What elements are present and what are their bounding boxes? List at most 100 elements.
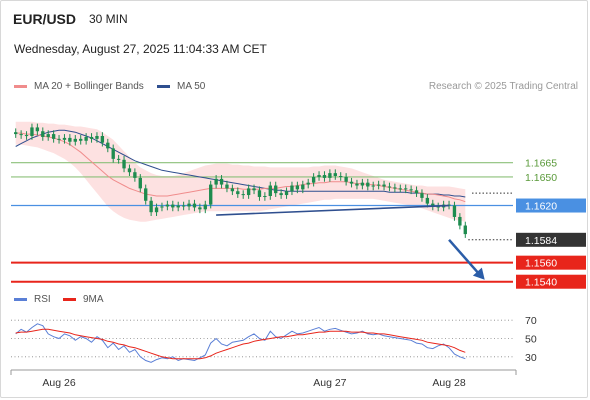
candle-body [14, 132, 18, 135]
candle-body [106, 142, 110, 149]
legend-ma20: MA 20 + Bollinger Bands [14, 81, 144, 92]
ma20-line [15, 132, 466, 203]
level-tag-1-1584: 1.1584 [525, 235, 557, 247]
candle-body [420, 193, 424, 198]
candle-body [409, 189, 413, 191]
rsi-tick-70: 70 [525, 315, 537, 327]
candle-body [116, 158, 121, 160]
candle-body [198, 207, 202, 210]
candle-body [311, 176, 316, 183]
candle-body [73, 138, 77, 142]
candle-body [138, 177, 142, 189]
candle-body [349, 181, 354, 184]
bollinger-band [15, 121, 466, 222]
level-label-1-1650: 1.1650 [525, 172, 557, 184]
candle-body [144, 188, 148, 201]
candle-body [19, 134, 23, 136]
symbol-title: EUR/USD [13, 11, 77, 27]
candle-body [79, 138, 83, 141]
candle-body [171, 204, 175, 208]
candle-body [414, 190, 419, 194]
candle-body [122, 159, 126, 169]
candle-body [236, 191, 240, 195]
candle-body [360, 182, 365, 186]
rsi-ma-swatch [63, 298, 76, 301]
candle-body [317, 175, 321, 177]
legend-rsi-ma: 9MA [63, 294, 104, 305]
candle-body [295, 185, 300, 190]
ma50-swatch [157, 85, 170, 88]
candle-body [252, 188, 256, 191]
candle-body [366, 182, 370, 187]
candle-body [225, 184, 229, 189]
candle-body [149, 200, 153, 213]
legend-ma50: MA 50 [157, 81, 205, 92]
level-tag-bg [516, 232, 586, 247]
candle-body [268, 185, 272, 196]
candle-body [209, 184, 213, 205]
candle-body [214, 178, 218, 185]
candle-body [30, 127, 34, 136]
candle-body [376, 184, 381, 186]
candle-body [24, 135, 29, 137]
candle-body [154, 207, 159, 213]
candle-body [344, 176, 348, 182]
projection-arrow-shaft [448, 238, 482, 277]
candle-body [241, 194, 245, 196]
candle-body [181, 205, 186, 207]
candle-body [274, 185, 278, 194]
candle-body [89, 136, 94, 139]
rsi-tick-50: 50 [525, 334, 537, 346]
trendline [216, 204, 450, 216]
candle-body [127, 168, 132, 173]
x-tick-label: Aug 27 [313, 377, 346, 389]
candle-body [203, 204, 207, 210]
rsi-ma-legend-label: 9MA [83, 294, 104, 305]
candle-body [95, 136, 99, 139]
rsi-tick-30: 30 [525, 352, 537, 364]
candle-body [452, 205, 457, 217]
rsi-ma-line [15, 328, 466, 360]
candle-body [306, 182, 310, 185]
candle-body [219, 178, 224, 185]
candle-body [382, 184, 386, 187]
level-tag-bg [516, 274, 586, 289]
level-tag-bg [516, 255, 586, 270]
candle-body [447, 204, 451, 206]
candle-body [230, 188, 235, 192]
candle-body [160, 206, 164, 208]
candle-body [57, 138, 61, 140]
candle-body [51, 134, 56, 139]
candle-body [339, 176, 343, 177]
candle-body [431, 203, 435, 207]
candle-body [187, 203, 191, 207]
level-tag-1-1620: 1.1620 [525, 201, 557, 213]
candle-body [371, 185, 375, 187]
level-label-1-1665: 1.1665 [525, 158, 557, 170]
candle-body [328, 173, 332, 178]
candle-body [176, 205, 180, 208]
candle-body [404, 188, 408, 190]
candle-body [284, 191, 289, 196]
ma50-legend-label: MA 50 [177, 81, 206, 92]
candle-body [100, 136, 105, 143]
level-tag-1-1540: 1.1540 [525, 277, 557, 289]
rsi-swatch [14, 298, 27, 301]
candle-body [387, 186, 392, 188]
timeframe-label: 30 MIN [89, 12, 128, 26]
research-credit: Research © 2025 Trading Central [428, 81, 578, 92]
datetime-label: Wednesday, August 27, 2025 11:04:33 AM C… [14, 42, 267, 56]
candle-body [165, 204, 170, 207]
level-tag-1-1560: 1.1560 [525, 258, 557, 270]
candle-body [133, 172, 137, 178]
candle-body [322, 175, 327, 178]
rsi-line [15, 323, 466, 363]
candle-body [398, 188, 402, 190]
candle-body [355, 183, 359, 186]
ma20-swatch [14, 85, 27, 88]
candle-body [458, 216, 462, 226]
candle-body [192, 203, 197, 208]
candle-body [425, 197, 430, 204]
candle-body [290, 185, 294, 192]
